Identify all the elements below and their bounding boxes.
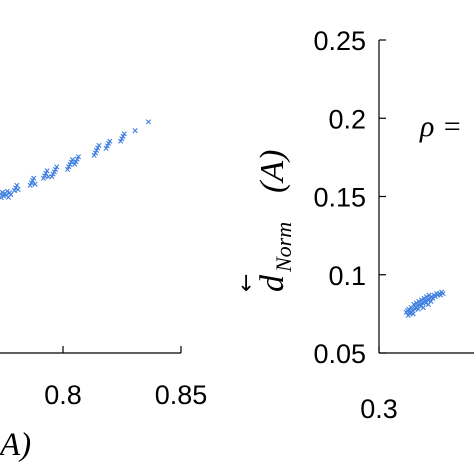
left-data-point-stroke <box>107 138 113 144</box>
left-data-point <box>145 119 152 125</box>
right-data-point-stroke <box>406 306 412 312</box>
left-data-point <box>121 131 127 137</box>
left-data-point <box>32 181 38 187</box>
left-data-point <box>44 168 50 174</box>
left-data-point-stroke <box>64 166 71 173</box>
left-data-point <box>11 188 18 194</box>
left-data-point-stroke <box>121 131 127 137</box>
right-data-point-stroke <box>417 301 423 308</box>
left-data-point-stroke <box>45 174 51 180</box>
left-data-point-stroke <box>145 119 152 125</box>
left-data-point-stroke <box>0 193 3 197</box>
right-data-point-stroke <box>423 294 430 300</box>
left-data-point-stroke <box>44 168 50 174</box>
right-y-tick-label: 0.25 <box>313 26 366 56</box>
right-data-point-stroke <box>413 300 419 306</box>
right-data-point <box>440 290 446 297</box>
right-y-label-subscript: Norm <box>271 222 296 273</box>
right-data-point <box>420 305 426 311</box>
right-data-point-stroke <box>428 298 434 304</box>
right-data-point <box>423 300 429 306</box>
left-data-point-stroke <box>11 188 18 194</box>
right-y-axis-label: d ← Norm (A) <box>234 150 296 292</box>
right-data-point <box>408 309 414 315</box>
right-data-point-stroke <box>423 300 429 306</box>
right-data-point-stroke <box>418 297 425 303</box>
left-x-axis-label: A) <box>0 427 31 463</box>
left-data-point <box>75 154 82 160</box>
left-data-point <box>69 156 75 163</box>
left-data-point-stroke <box>8 191 14 198</box>
right-data-point-stroke <box>440 290 446 297</box>
left-data-point-stroke <box>15 186 21 193</box>
right-data-point-stroke <box>411 301 417 308</box>
right-data-point <box>411 301 417 308</box>
right-data-point-stroke <box>426 292 432 298</box>
right-data-point-stroke <box>418 303 424 309</box>
right-y-tick-label: 0.2 <box>328 104 366 134</box>
left-data-point-stroke <box>14 182 20 188</box>
left-data-point-stroke <box>54 164 60 170</box>
left-x-tick-label: 0.85 <box>155 380 208 410</box>
right-y-tick-label: 0.1 <box>328 261 366 291</box>
left-data-point-stroke <box>32 181 38 187</box>
right-data-point-stroke <box>437 292 444 298</box>
left-data-point-stroke <box>96 142 102 149</box>
left-data-point <box>14 182 20 188</box>
right-data-point <box>406 306 412 312</box>
right-data-point-stroke <box>421 295 427 301</box>
right-y-tick-label: 0.15 <box>313 183 366 213</box>
right-data-point-stroke <box>408 309 414 315</box>
right-data-point <box>437 292 444 298</box>
left-data-point <box>107 138 113 144</box>
left-data-point <box>54 164 60 170</box>
right-data-point-stroke <box>430 295 436 301</box>
left-data-point <box>31 175 37 181</box>
right-x-tick-label: 0.3 <box>360 394 398 424</box>
left-scatter-series <box>0 119 152 201</box>
left-data-point-stroke <box>132 128 138 134</box>
right-data-point <box>418 297 425 303</box>
right-data-point <box>418 303 424 309</box>
right-data-point <box>428 298 434 304</box>
right-y-label-arrow: ← <box>234 274 259 292</box>
left-data-point <box>15 186 21 193</box>
right-panel: 0.05 0.1 0.15 0.2 0.25 0.3 d ← Norm (A) ρ = <box>234 26 474 424</box>
right-y-label-symbol: d <box>254 274 291 292</box>
left-data-point-stroke <box>75 154 82 160</box>
left-data-point-stroke <box>31 175 37 181</box>
right-data-point <box>410 311 416 317</box>
right-y-tick-label: 0.05 <box>313 339 366 369</box>
right-data-point <box>413 305 419 311</box>
right-data-point-stroke <box>416 298 422 304</box>
right-data-point <box>421 295 427 301</box>
right-data-point <box>430 295 436 301</box>
right-y-ticks: 0.05 0.1 0.15 0.2 0.25 <box>313 26 386 369</box>
right-data-point <box>413 300 419 306</box>
right-data-point-stroke <box>420 305 426 311</box>
right-data-point-stroke <box>410 311 416 317</box>
right-data-point <box>416 298 422 304</box>
right-scatter-series <box>403 289 446 319</box>
left-data-point <box>132 128 138 134</box>
left-data-point <box>8 191 14 198</box>
correlation-annotation: ρ = <box>419 110 462 143</box>
left-panel: 0.8 0.85 A) <box>0 119 208 463</box>
left-data-point-stroke <box>4 188 10 194</box>
left-data-point <box>64 166 71 173</box>
left-data-point-stroke <box>3 192 9 198</box>
right-data-point <box>423 294 430 300</box>
left-x-tick-label: 0.8 <box>44 380 82 410</box>
right-data-point-stroke <box>422 298 428 304</box>
left-data-point <box>96 142 102 149</box>
left-data-point-stroke <box>69 156 75 163</box>
right-data-point-stroke <box>413 305 419 311</box>
right-y-label-argument: (A) <box>254 150 291 193</box>
left-data-point-stroke <box>0 189 6 195</box>
